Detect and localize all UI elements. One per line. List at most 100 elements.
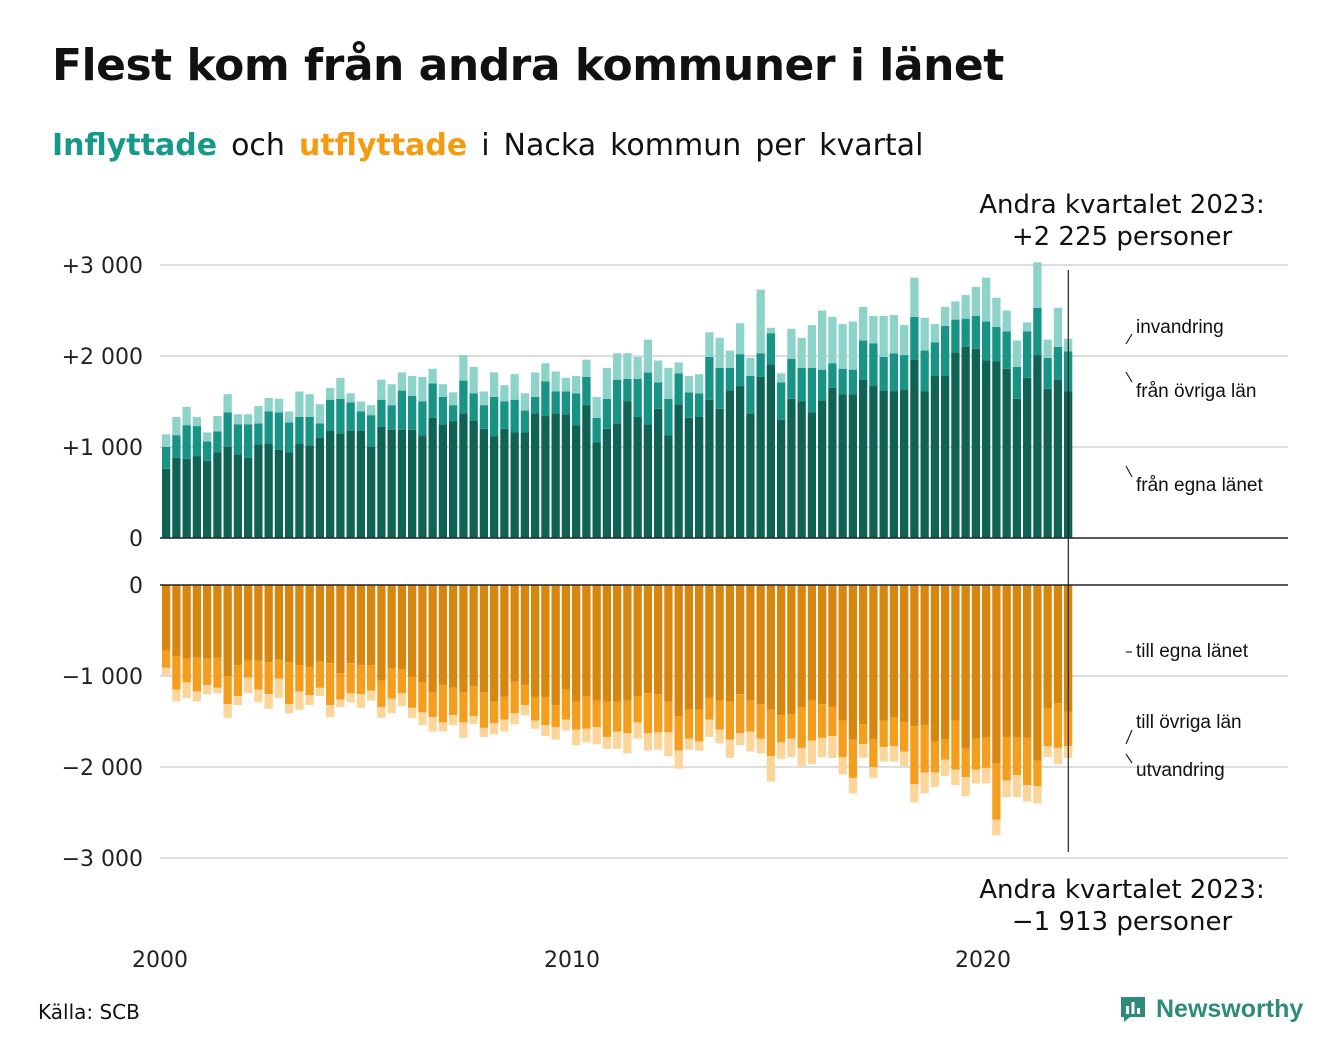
- bar-in-fran-egna-lanet: [387, 429, 396, 538]
- bar-in-fran-egna-lanet: [438, 424, 448, 538]
- bar-in-fran-ovriga-lan: [561, 391, 571, 415]
- bar-out-utvandring: [797, 747, 806, 767]
- bar-out-till-egna-lanet: [992, 585, 1001, 764]
- y-tick-label-top: +2 000: [62, 345, 143, 370]
- bar-out-utvandring: [807, 740, 817, 765]
- bar-out-utvandring: [490, 723, 499, 735]
- bar-out-till-ovriga-lan: [438, 685, 448, 723]
- source-label: Källa: SCB: [38, 1000, 140, 1024]
- bar-out-till-ovriga-lan: [387, 668, 396, 699]
- bar-out-till-egna-lanet: [725, 585, 735, 702]
- bar-out-till-ovriga-lan: [746, 700, 755, 732]
- bar-out-till-egna-lanet: [838, 585, 847, 721]
- bar-in-fran-egna-lanet: [838, 394, 847, 538]
- bar-out-till-ovriga-lan: [869, 739, 878, 767]
- bar-in-fran-egna-lanet: [889, 391, 899, 538]
- series-label-inflyttade: invandring: [1136, 317, 1224, 338]
- bar-out-utvandring: [408, 707, 417, 718]
- bar-out-utvandring: [982, 767, 991, 784]
- bar-out-till-ovriga-lan: [1053, 703, 1063, 748]
- newsworthy-logo: Newsworthy: [1118, 994, 1303, 1024]
- bar-out-till-egna-lanet: [613, 585, 622, 702]
- bar-in-fran-ovriga-lan: [643, 372, 653, 425]
- bar-in-fran-ovriga-lan: [705, 356, 714, 400]
- series-label-utflyttade: utvandring: [1136, 760, 1225, 781]
- logo-text: Newsworthy: [1156, 994, 1304, 1023]
- bar-in-invandring: [695, 374, 704, 394]
- bar-out-till-ovriga-lan: [982, 736, 991, 768]
- bar-out-till-egna-lanet: [223, 585, 232, 676]
- chart-svg: +3 000 +2 000 +1 000 0 0 −1 000 −2 000 −3 000 20…: [62, 190, 1288, 973]
- bar-in-fran-ovriga-lan: [777, 382, 786, 420]
- bar-in-invandring: [356, 401, 366, 412]
- bar-in-invandring: [531, 372, 540, 397]
- bar-out-till-ovriga-lan: [356, 665, 366, 695]
- bar-in-fran-ovriga-lan: [387, 405, 396, 430]
- bar-out-till-ovriga-lan: [326, 663, 335, 706]
- bar-out-utvandring: [725, 739, 735, 758]
- bar-in-fran-ovriga-lan: [233, 424, 243, 455]
- bar-in-invandring: [582, 359, 591, 377]
- bar-out-utvandring: [1002, 780, 1011, 798]
- bar-in-invandring: [336, 377, 345, 399]
- bar-in-invandring: [295, 391, 304, 417]
- bar-out-till-ovriga-lan: [900, 721, 909, 752]
- bar-out-till-egna-lanet: [828, 585, 837, 707]
- bar-in-fran-ovriga-lan: [725, 367, 735, 391]
- bar-in-fran-egna-lanet: [182, 458, 191, 538]
- bar-out-utvandring: [213, 687, 222, 694]
- bar-in-fran-ovriga-lan: [807, 367, 817, 413]
- bar-in-fran-ovriga-lan: [500, 401, 509, 429]
- bar-out-utvandring: [203, 685, 212, 695]
- bar-in-fran-ovriga-lan: [684, 392, 694, 418]
- bar-out-till-egna-lanet: [326, 585, 335, 664]
- bar-out-till-ovriga-lan: [551, 705, 560, 727]
- bar-in-fran-egna-lanet: [274, 449, 284, 538]
- subtitle-kvartal: kvartal: [819, 128, 924, 163]
- bar-in-fran-ovriga-lan: [356, 411, 366, 431]
- bar-out-till-egna-lanet: [336, 585, 345, 674]
- bar-in-fran-egna-lanet: [633, 416, 642, 538]
- bar-in-invandring: [838, 324, 847, 369]
- bar-in-invandring: [305, 394, 314, 417]
- annotation-bottom-line1: Andra kvartalet 2023:: [979, 875, 1264, 905]
- bar-in-fran-egna-lanet: [736, 386, 745, 538]
- bar-in-fran-ovriga-lan: [438, 396, 448, 425]
- series-label-leader: [1125, 333, 1133, 345]
- subtitle-kommun: kommun: [610, 128, 742, 163]
- bar-in-invandring: [1053, 307, 1063, 347]
- y-tick-label-top: +1 000: [62, 436, 143, 461]
- y-tick-label-bottom: −2 000: [62, 756, 143, 781]
- bar-out-till-egna-lanet: [643, 585, 653, 694]
- bar-out-till-ovriga-lan: [541, 696, 550, 726]
- bar-in-fran-egna-lanet: [828, 387, 837, 538]
- bar-in-fran-ovriga-lan: [264, 411, 273, 444]
- bar-out-till-ovriga-lan: [787, 714, 796, 739]
- bar-in-invandring: [828, 316, 837, 364]
- bar-out-till-egna-lanet: [285, 585, 294, 663]
- bar-out-till-ovriga-lan: [582, 696, 591, 729]
- bar-in-fran-egna-lanet: [1053, 379, 1063, 538]
- bar-out-till-ovriga-lan: [561, 689, 571, 720]
- bar-out-utvandring: [449, 715, 458, 726]
- bar-in-invandring: [715, 337, 724, 368]
- bar-in-fran-ovriga-lan: [736, 354, 745, 387]
- bar-in-fran-egna-lanet: [705, 399, 714, 538]
- bar-out-till-ovriga-lan: [315, 661, 325, 688]
- bar-in-fran-ovriga-lan: [223, 412, 232, 447]
- bar-out-till-egna-lanet: [684, 585, 694, 710]
- bar-out-utvandring: [531, 720, 540, 729]
- bar-in-invandring: [910, 277, 919, 317]
- bar-in-invandring: [285, 411, 294, 423]
- bar-in-fran-ovriga-lan: [213, 431, 222, 453]
- bar-in-fran-egna-lanet: [336, 433, 345, 538]
- bar-in-invandring: [930, 324, 940, 343]
- bar-in-fran-ovriga-lan: [746, 376, 755, 414]
- bar-in-invandring: [951, 301, 960, 320]
- bar-in-fran-egna-lanet: [725, 390, 735, 538]
- bar-out-till-ovriga-lan: [233, 665, 243, 697]
- bar-out-till-egna-lanet: [510, 585, 519, 682]
- bar-in-invandring: [992, 297, 1001, 327]
- bar-in-fran-egna-lanet: [428, 417, 437, 538]
- bar-in-fran-egna-lanet: [254, 444, 263, 538]
